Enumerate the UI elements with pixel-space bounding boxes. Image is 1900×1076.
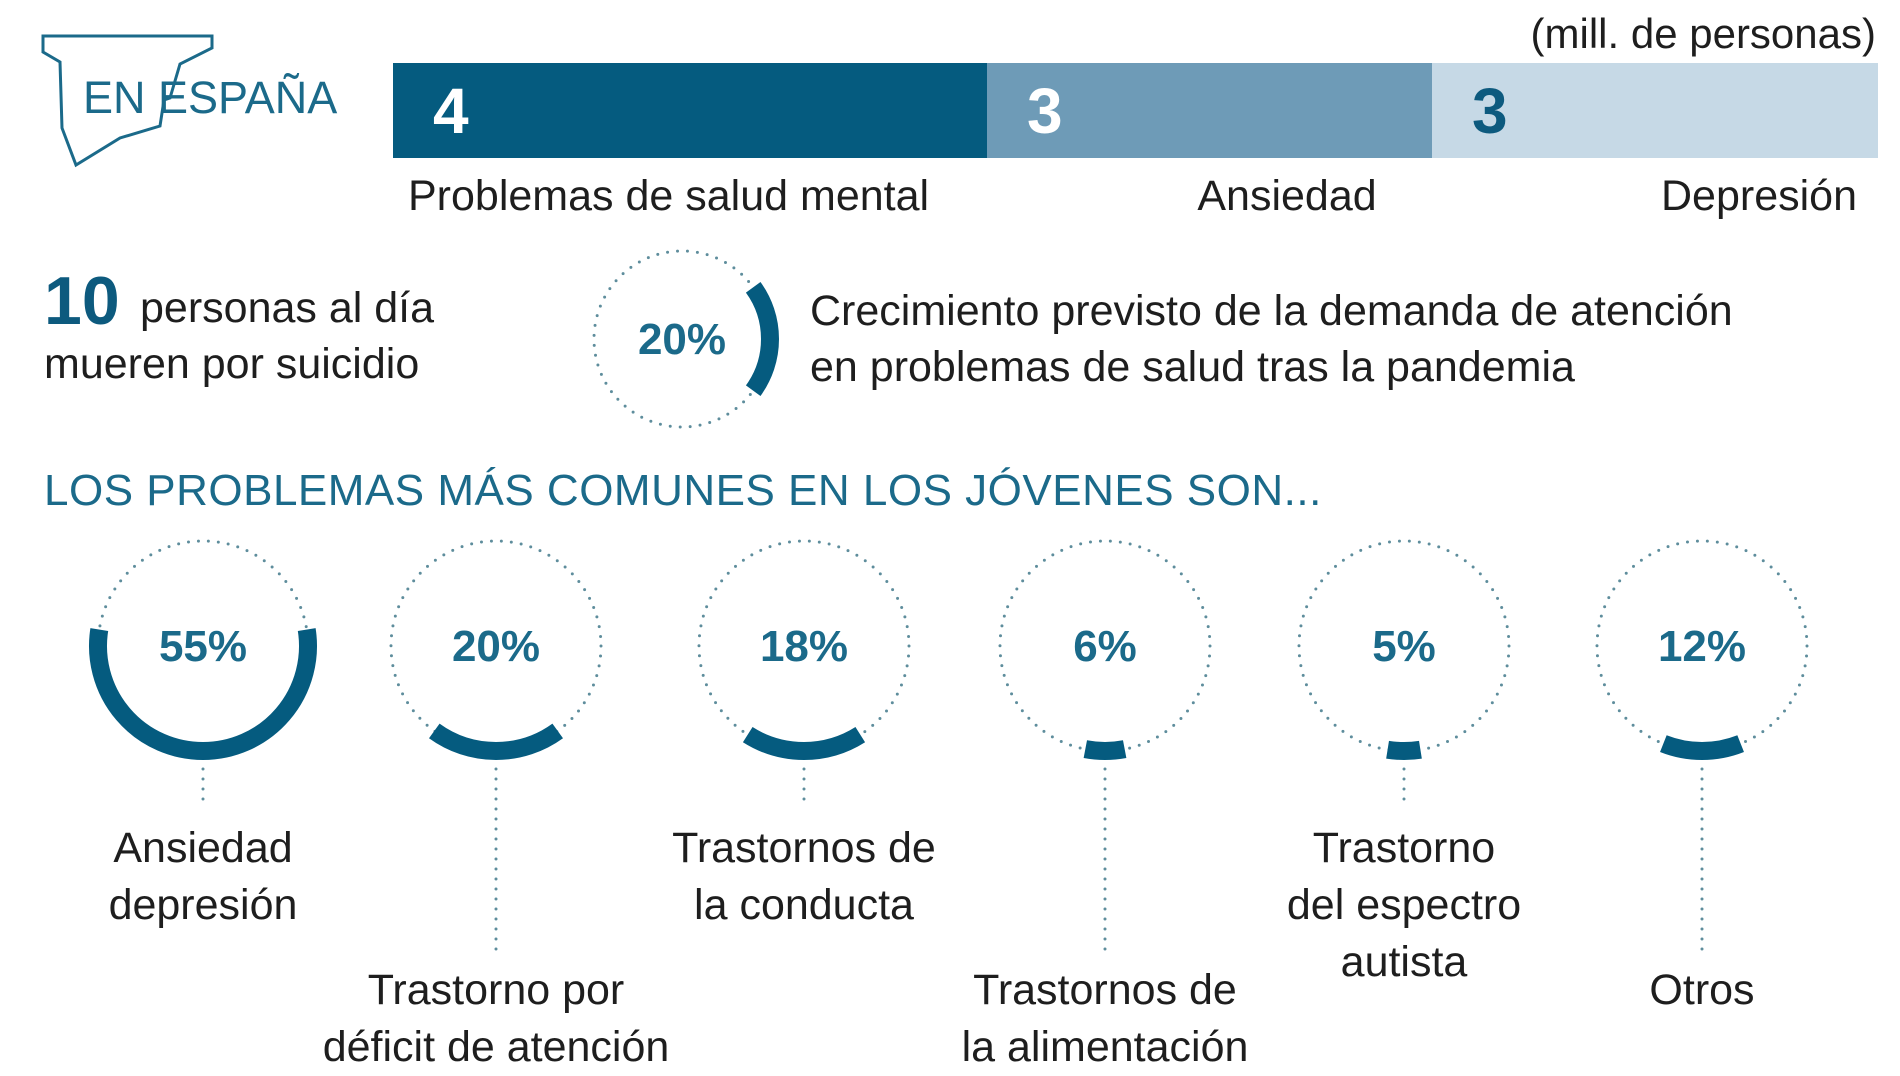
bar-label: Depresión [1661, 172, 1857, 220]
bar-value: 3 [1027, 74, 1063, 147]
problem-label-line: Trastornos de [973, 966, 1237, 1014]
problem-label-line: del espectro [1286, 881, 1522, 929]
problem-label-line: la alimentación [961, 1023, 1249, 1071]
problem-label: Trastornos de la alimentación [962, 962, 1249, 1076]
percent-label: 20% [638, 315, 726, 364]
problem-label: Trastornos de la conducta [672, 820, 936, 934]
problem-label-line: Ansiedad [113, 824, 293, 872]
bar-value: 4 [433, 74, 469, 147]
value-arc [428, 723, 564, 760]
problem-label-line: Otros [1649, 966, 1755, 1014]
bar-unit-label: (mill. de personas) [1530, 10, 1876, 57]
value-arc [745, 281, 779, 397]
logo-title: EN ESPAÑA [83, 72, 338, 123]
dotted-circle [1297, 539, 1511, 753]
dotted-circle [998, 539, 1212, 753]
dotted-circle [697, 539, 911, 753]
value-arc [742, 726, 866, 760]
growth-text-line2: en problemas de salud tras la pandemia [810, 343, 1575, 391]
percent-label: 55% [159, 622, 247, 671]
value-arc [1083, 740, 1127, 760]
stacked-bar: 4 3 3 [393, 63, 1878, 158]
bar-label: Problemas de salud mental [408, 172, 930, 220]
problem-label: Otros [1649, 962, 1754, 1019]
percent-label: 5% [1372, 622, 1436, 671]
section-heading: LOS PROBLEMAS MÁS COMUNES EN LOS JÓVENES… [44, 466, 1322, 515]
percent-label: 12% [1658, 622, 1746, 671]
problem-label-line: Trastorno [1312, 824, 1496, 872]
suicide-text-line2: mueren por suicidio [44, 340, 420, 388]
problem-label-line: déficit de atención [322, 1023, 670, 1071]
percent-label: 18% [760, 622, 848, 671]
dotted-circle [1595, 539, 1809, 753]
percent-label: 6% [1073, 622, 1137, 671]
bar-label: Ansiedad [1197, 172, 1377, 220]
problem-label-line: la conducta [694, 881, 914, 929]
percent-label: 20% [452, 622, 540, 671]
problem-label-line: Trastornos de [672, 824, 936, 872]
problem-label: Trastorno del espectro autista [1287, 820, 1521, 991]
problem-label: Ansiedad depresión [109, 820, 298, 934]
bar-segment-anxiety: 3 [987, 63, 1432, 158]
value-arc [1660, 735, 1744, 760]
problem-label: Trastorno por déficit de atención [323, 962, 670, 1076]
value-arc [89, 628, 317, 760]
bar-segment-mental-health: 4 [393, 63, 987, 158]
spain-map-outline-icon [41, 34, 214, 168]
bar-value: 3 [1472, 74, 1508, 147]
bar-segment-depression: 3 [1432, 63, 1878, 158]
suicide-text-line1: personas al día [140, 284, 435, 332]
dotted-circle [389, 539, 603, 753]
problem-label-line: depresión [108, 881, 298, 929]
problem-label-line: autista [1340, 938, 1468, 986]
problem-label-line: Trastorno por [367, 966, 625, 1014]
growth-text-line1: Crecimiento previsto de la demanda de at… [810, 287, 1733, 335]
value-arc [1386, 740, 1422, 760]
suicide-number: 10 [44, 263, 120, 339]
